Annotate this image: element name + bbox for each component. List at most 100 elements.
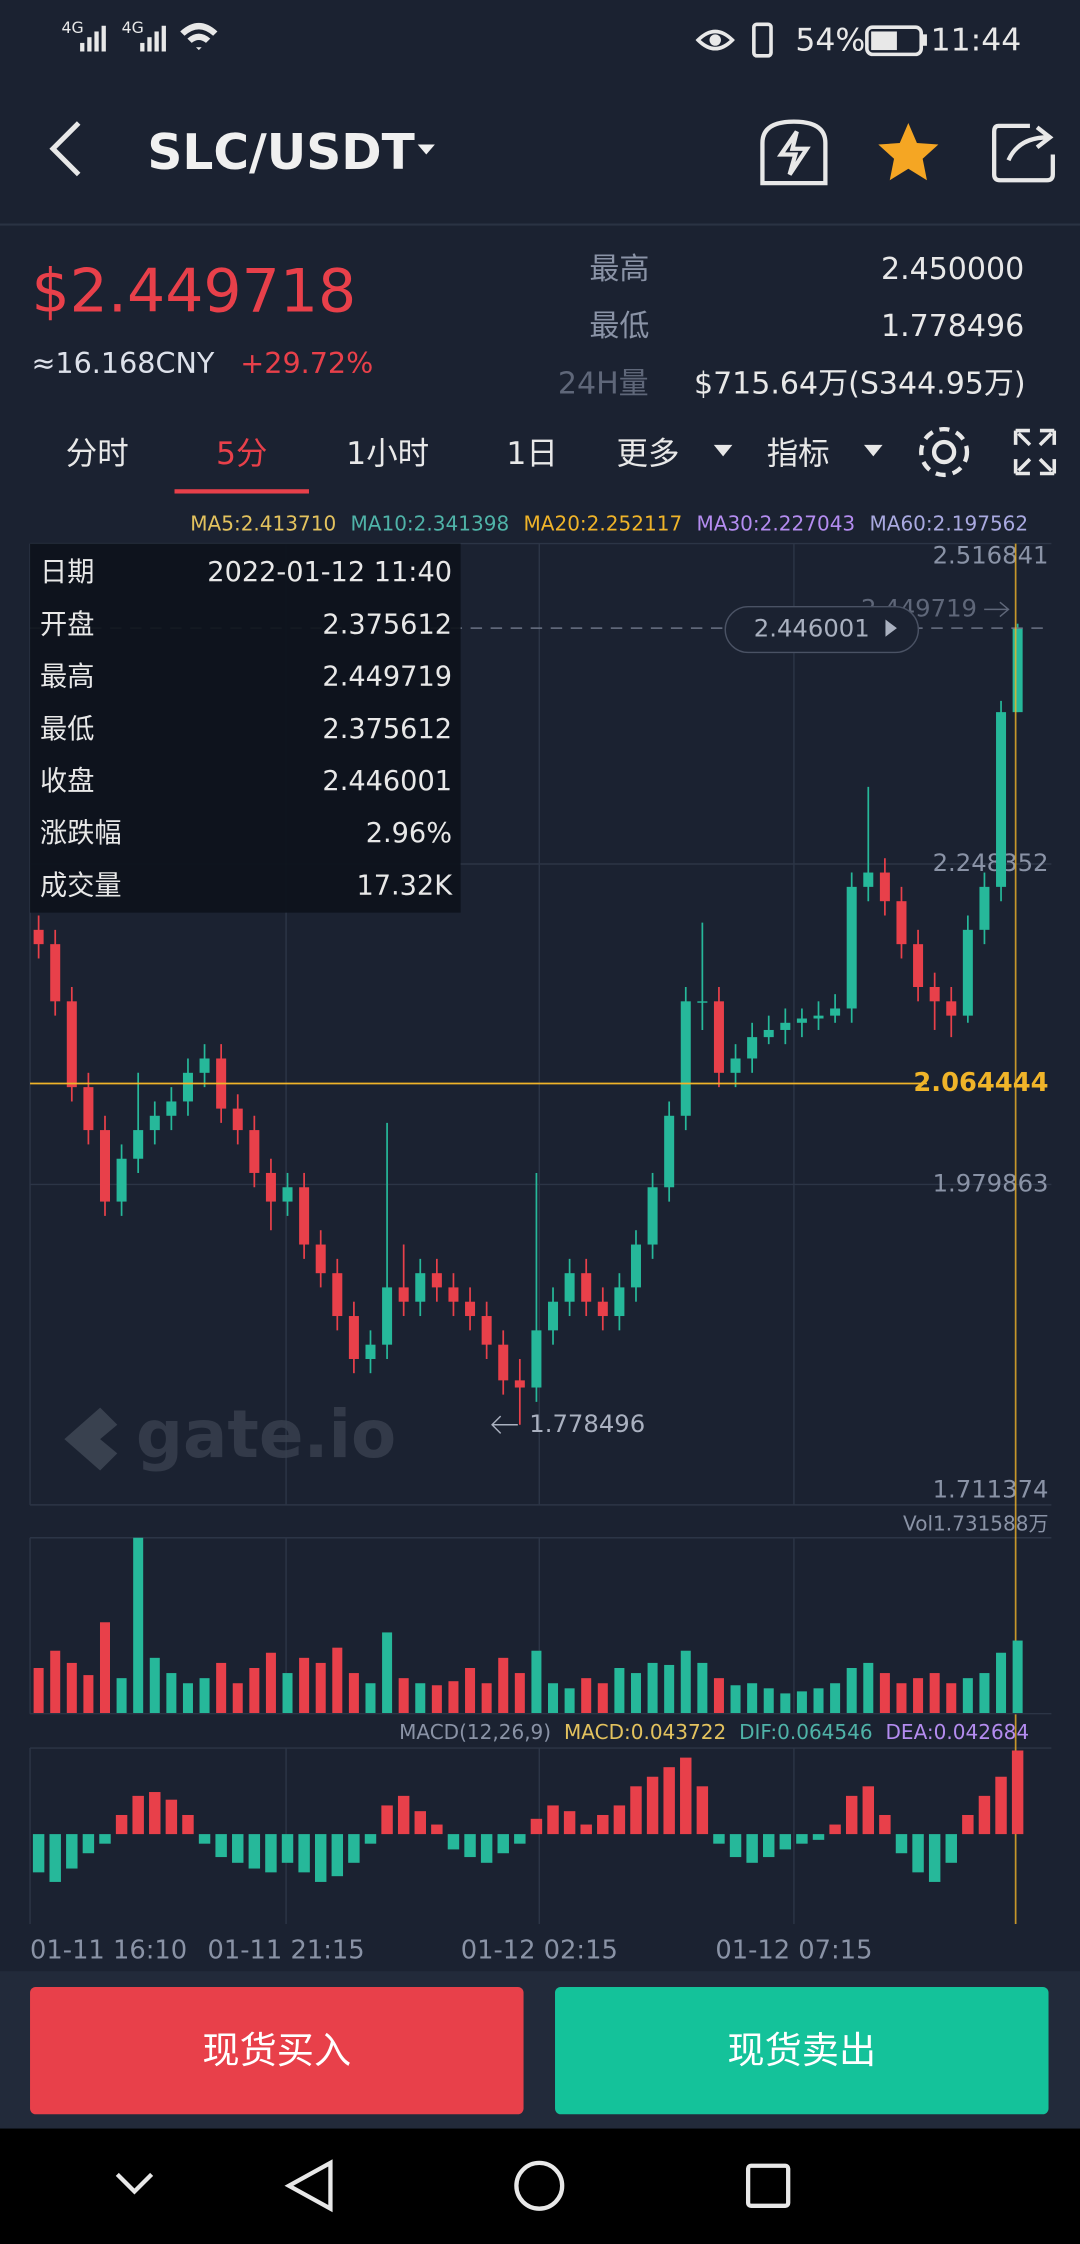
macd-bar bbox=[232, 1834, 244, 1863]
macd-bar bbox=[729, 1834, 742, 1858]
candle-body bbox=[365, 1344, 376, 1359]
volume-bar bbox=[996, 1652, 1007, 1714]
macd-bar bbox=[497, 1834, 509, 1854]
macd-bar bbox=[66, 1834, 78, 1869]
candle-body bbox=[465, 1301, 476, 1317]
candle-body bbox=[50, 944, 61, 1002]
candle-body bbox=[149, 1115, 160, 1131]
macd-bar bbox=[696, 1786, 709, 1835]
volume-bar bbox=[813, 1688, 824, 1714]
tooltip-panel bbox=[30, 543, 461, 913]
nav-recent[interactable] bbox=[745, 2163, 791, 2208]
candle-body bbox=[863, 872, 874, 887]
back-button[interactable] bbox=[49, 121, 81, 177]
signal-label: 4G bbox=[122, 18, 144, 37]
alert-button[interactable] bbox=[760, 119, 828, 186]
tooltip-label: 日期 bbox=[40, 557, 94, 588]
crosshair-label: 2.064444 bbox=[913, 1068, 1048, 1098]
candle-body bbox=[116, 1158, 127, 1202]
price-pill bbox=[724, 605, 920, 654]
macd-bar bbox=[115, 1814, 128, 1835]
volume-bar bbox=[498, 1657, 509, 1714]
volume-bar bbox=[730, 1685, 741, 1714]
macd-bar bbox=[630, 1786, 642, 1835]
tab[interactable]: 1小时 bbox=[346, 436, 429, 472]
tab-active[interactable]: 5分 bbox=[216, 436, 267, 472]
volume-bar bbox=[66, 1662, 77, 1714]
macd-bar bbox=[646, 1776, 659, 1835]
volume-bar bbox=[33, 1667, 44, 1714]
volume-bar bbox=[1012, 1640, 1023, 1714]
volume-bar bbox=[348, 1673, 359, 1714]
volume-bar bbox=[249, 1667, 260, 1714]
tab[interactable]: 分时 bbox=[66, 436, 129, 472]
clock: 11:44 bbox=[931, 22, 1022, 58]
volume-bar bbox=[448, 1681, 459, 1714]
macd-bar bbox=[447, 1834, 460, 1850]
volume-bar bbox=[514, 1673, 525, 1714]
macd-bar bbox=[32, 1834, 45, 1873]
buy-label[interactable]: 现货买入 bbox=[202, 2028, 351, 2072]
nav-back[interactable] bbox=[284, 2159, 333, 2213]
candle-body bbox=[929, 986, 940, 1002]
macd-bar bbox=[149, 1792, 161, 1835]
ma-legend: MA60:2.197562 bbox=[869, 511, 1028, 535]
macd-bar bbox=[82, 1834, 95, 1854]
volume-bar bbox=[581, 1678, 592, 1714]
macd-bar bbox=[381, 1805, 393, 1835]
buy-button[interactable] bbox=[30, 1986, 524, 2115]
fullscreen-button[interactable] bbox=[1013, 428, 1057, 476]
pair-dropdown[interactable] bbox=[417, 144, 435, 155]
sell-button[interactable] bbox=[555, 1986, 1049, 2115]
volume-bar bbox=[282, 1673, 293, 1714]
nav-home[interactable] bbox=[514, 2160, 565, 2211]
candle-body bbox=[913, 944, 924, 987]
candle-body bbox=[99, 1130, 111, 1202]
tooltip-label: 成交量 bbox=[40, 870, 121, 901]
tab[interactable]: 指标 bbox=[767, 436, 830, 472]
candle-body bbox=[83, 1087, 94, 1131]
tooltip-label: 收盘 bbox=[40, 766, 94, 797]
macd-bar bbox=[480, 1834, 493, 1863]
macd-bar bbox=[845, 1795, 858, 1835]
macd-bar bbox=[431, 1824, 443, 1835]
volume-bar bbox=[946, 1683, 957, 1714]
volume-bar bbox=[780, 1693, 791, 1714]
pair-title[interactable]: SLC/USDT bbox=[147, 125, 414, 181]
settings-button[interactable] bbox=[919, 426, 970, 478]
macd-bar bbox=[945, 1834, 957, 1863]
macd-bar bbox=[713, 1834, 725, 1844]
volume-bar bbox=[846, 1667, 857, 1714]
macd-bar bbox=[879, 1814, 891, 1835]
candle-body bbox=[1012, 628, 1023, 713]
macd-legend: DEA:0.042684 bbox=[886, 1720, 1030, 1744]
macd-bar bbox=[198, 1834, 211, 1844]
favorite-button[interactable] bbox=[878, 123, 939, 181]
watermark: gate.io bbox=[136, 1396, 396, 1473]
tab[interactable]: 更多 bbox=[617, 436, 680, 472]
macd-bar bbox=[49, 1834, 61, 1882]
candle-body bbox=[299, 1187, 310, 1245]
stat-value: 2.450000 bbox=[881, 252, 1024, 287]
volume-bar bbox=[332, 1647, 343, 1714]
candle-body bbox=[564, 1273, 575, 1302]
nav-hide[interactable] bbox=[115, 2172, 154, 2195]
candle-body bbox=[199, 1058, 210, 1073]
volume-bar bbox=[979, 1673, 990, 1714]
candle-body bbox=[614, 1287, 625, 1317]
volume-label: Vol1.731588万 bbox=[903, 1511, 1048, 1535]
x-tick-label: 01-12 02:15 bbox=[461, 1936, 618, 1966]
ma-legend: MA20:2.252117 bbox=[523, 511, 682, 535]
tooltip-value: 17.32K bbox=[356, 870, 453, 901]
volume-bar bbox=[763, 1688, 774, 1714]
share-button[interactable] bbox=[992, 123, 1055, 183]
low-marker: 1.778496 bbox=[529, 1409, 645, 1438]
tab[interactable]: 1日 bbox=[506, 436, 557, 472]
tooltip-label: 最高 bbox=[40, 662, 94, 693]
volume-bar bbox=[630, 1673, 641, 1714]
macd-bar bbox=[779, 1834, 792, 1850]
macd-bar bbox=[663, 1767, 675, 1835]
macd-bar bbox=[397, 1795, 410, 1835]
sell-label[interactable]: 现货卖出 bbox=[727, 2028, 876, 2072]
